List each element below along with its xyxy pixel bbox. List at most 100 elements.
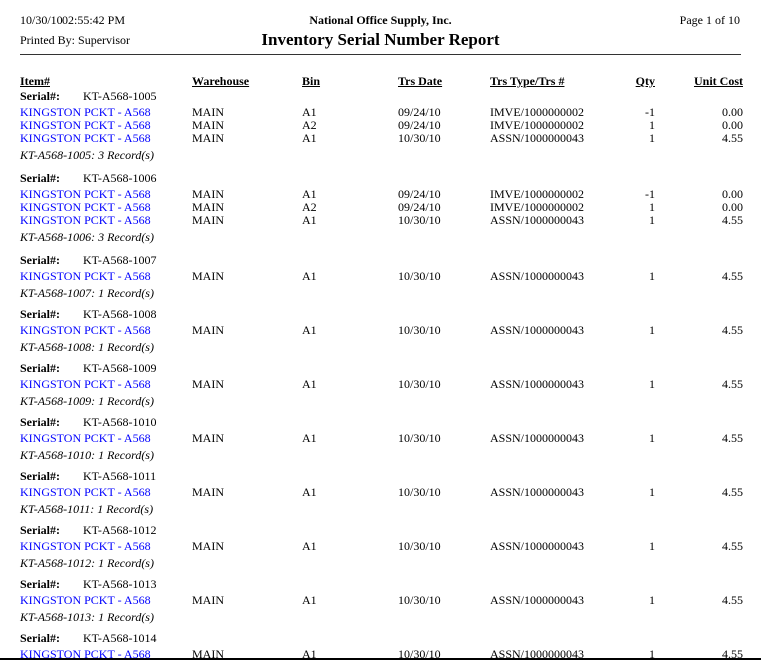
record-count: KT-A568-1010: 1 Record(s) <box>20 448 154 462</box>
serial-group: Serial#: KT-A568-1007 KINGSTON PCKT - A56… <box>0 253 761 300</box>
trs-type-cell: ASSN/1000000043 <box>490 647 585 661</box>
item-link[interactable]: KINGSTON PCKT - A568 <box>20 485 151 499</box>
unit-cost-cell: 4.55 <box>722 647 743 661</box>
warehouse-cell: MAIN <box>192 105 224 119</box>
trs-date-cell: 10/30/10 <box>398 213 441 227</box>
serial-value: KT-A568-1013 <box>83 577 157 591</box>
serial-value: KT-A568-1012 <box>83 523 157 537</box>
serial-line: Serial#: KT-A568-1009 <box>0 361 761 375</box>
serial-label: Serial#: <box>20 171 60 185</box>
table-row: KINGSTON PCKT - A568 MAIN A1 09/24/10 IM… <box>0 106 761 119</box>
serial-value: KT-A568-1014 <box>83 631 157 645</box>
trs-date-cell: 10/30/10 <box>398 377 441 391</box>
qty-cell: 1 <box>649 431 655 445</box>
trs-type-cell: IMVE/1000000002 <box>490 200 584 214</box>
serial-line: Serial#: KT-A568-1007 <box>0 253 761 267</box>
serial-label: Serial#: <box>20 631 60 645</box>
serial-group: Serial#: KT-A568-1009 KINGSTON PCKT - A56… <box>0 361 761 408</box>
item-link[interactable]: KINGSTON PCKT - A568 <box>20 213 151 227</box>
group-rows: KINGSTON PCKT - A568 MAIN A1 10/30/10 AS… <box>0 648 761 661</box>
item-link[interactable]: KINGSTON PCKT - A568 <box>20 431 151 445</box>
serial-group: Serial#: KT-A568-1005 KINGSTON PCKT - A56… <box>0 89 761 162</box>
serial-group: Serial#: KT-A568-1013 KINGSTON PCKT - A56… <box>0 577 761 624</box>
qty-cell: -1 <box>645 187 655 201</box>
trs-type-cell: IMVE/1000000002 <box>490 187 584 201</box>
bin-cell: A1 <box>302 213 317 227</box>
warehouse-cell: MAIN <box>192 187 224 201</box>
report-body: Serial#: KT-A568-1005 KINGSTON PCKT - A56… <box>0 89 761 661</box>
col-header-trs-date: Trs Date <box>398 74 443 88</box>
trs-date-cell: 10/30/10 <box>398 485 441 499</box>
item-link[interactable]: KINGSTON PCKT - A568 <box>20 187 151 201</box>
serial-line: Serial#: KT-A568-1011 <box>0 469 761 483</box>
item-link[interactable]: KINGSTON PCKT - A568 <box>20 377 151 391</box>
report-date: 10/30/10 <box>20 13 63 27</box>
table-row: KINGSTON PCKT - A568 MAIN A1 10/30/10 AS… <box>0 270 761 283</box>
group-rows: KINGSTON PCKT - A568 MAIN A1 09/24/10 IM… <box>0 106 761 145</box>
serial-value: KT-A568-1008 <box>83 307 157 321</box>
item-link[interactable]: KINGSTON PCKT - A568 <box>20 539 151 553</box>
trs-type-cell: IMVE/1000000002 <box>490 105 584 119</box>
trs-date-cell: 09/24/10 <box>398 118 441 132</box>
warehouse-cell: MAIN <box>192 431 224 445</box>
trs-date-cell: 10/30/10 <box>398 323 441 337</box>
serial-group: Serial#: KT-A568-1012 KINGSTON PCKT - A56… <box>0 523 761 570</box>
bin-cell: A2 <box>302 200 317 214</box>
serial-line: Serial#: KT-A568-1005 <box>0 89 761 103</box>
serial-label: Serial#: <box>20 415 60 429</box>
serial-group: Serial#: KT-A568-1010 KINGSTON PCKT - A56… <box>0 415 761 462</box>
col-header-item: Item# <box>20 74 50 88</box>
qty-cell: 1 <box>649 118 655 132</box>
report-time: 02:55:42 PM <box>62 13 126 27</box>
report-title: Inventory Serial Number Report <box>261 30 500 49</box>
bin-cell: A1 <box>302 647 317 661</box>
table-row: KINGSTON PCKT - A568 MAIN A2 09/24/10 IM… <box>0 119 761 132</box>
serial-value: KT-A568-1005 <box>83 89 157 103</box>
qty-cell: 1 <box>649 593 655 607</box>
qty-cell: 1 <box>649 377 655 391</box>
table-row: KINGSTON PCKT - A568 MAIN A1 10/30/10 AS… <box>0 540 761 553</box>
page-bottom-edge <box>0 658 761 664</box>
warehouse-cell: MAIN <box>192 200 224 214</box>
item-link[interactable]: KINGSTON PCKT - A568 <box>20 269 151 283</box>
group-rows: KINGSTON PCKT - A568 MAIN A1 10/30/10 AS… <box>0 378 761 391</box>
item-link[interactable]: KINGSTON PCKT - A568 <box>20 593 151 607</box>
table-row: KINGSTON PCKT - A568 MAIN A1 10/30/10 AS… <box>0 214 761 227</box>
bin-cell: A2 <box>302 118 317 132</box>
record-count: KT-A568-1009: 1 Record(s) <box>20 394 154 408</box>
item-link[interactable]: KINGSTON PCKT - A568 <box>20 200 151 214</box>
group-rows: KINGSTON PCKT - A568 MAIN A1 09/24/10 IM… <box>0 188 761 227</box>
warehouse-cell: MAIN <box>192 647 224 661</box>
unit-cost-cell: 4.55 <box>722 593 743 607</box>
item-link[interactable]: KINGSTON PCKT - A568 <box>20 118 151 132</box>
trs-type-cell: ASSN/1000000043 <box>490 131 585 145</box>
serial-label: Serial#: <box>20 577 60 591</box>
qty-cell: 1 <box>649 213 655 227</box>
bin-cell: A1 <box>302 105 317 119</box>
printed-by-value: Supervisor <box>78 33 131 47</box>
bin-cell: A1 <box>302 485 317 499</box>
serial-line: Serial#: KT-A568-1014 <box>0 631 761 645</box>
item-link[interactable]: KINGSTON PCKT - A568 <box>20 647 151 661</box>
group-rows: KINGSTON PCKT - A568 MAIN A1 10/30/10 AS… <box>0 486 761 499</box>
trs-date-cell: 10/30/10 <box>398 131 441 145</box>
trs-type-cell: ASSN/1000000043 <box>490 431 585 445</box>
unit-cost-cell: 4.55 <box>722 213 743 227</box>
unit-cost-cell: 0.00 <box>722 187 743 201</box>
bin-cell: A1 <box>302 593 317 607</box>
item-link[interactable]: KINGSTON PCKT - A568 <box>20 131 151 145</box>
serial-value: KT-A568-1010 <box>83 415 157 429</box>
col-header-bin: Bin <box>302 74 321 88</box>
serial-value: KT-A568-1009 <box>83 361 157 375</box>
printed-by: Printed By: Supervisor <box>20 33 130 48</box>
item-link[interactable]: KINGSTON PCKT - A568 <box>20 105 151 119</box>
warehouse-cell: MAIN <box>192 118 224 132</box>
qty-cell: 1 <box>649 131 655 145</box>
record-count: KT-A568-1011: 1 Record(s) <box>20 502 154 516</box>
item-link[interactable]: KINGSTON PCKT - A568 <box>20 323 151 337</box>
trs-date-cell: 10/30/10 <box>398 431 441 445</box>
unit-cost-cell: 4.55 <box>722 485 743 499</box>
trs-date-cell: 10/30/10 <box>398 269 441 283</box>
record-count: KT-A568-1008: 1 Record(s) <box>20 340 154 354</box>
record-count: KT-A568-1012: 1 Record(s) <box>20 556 154 570</box>
